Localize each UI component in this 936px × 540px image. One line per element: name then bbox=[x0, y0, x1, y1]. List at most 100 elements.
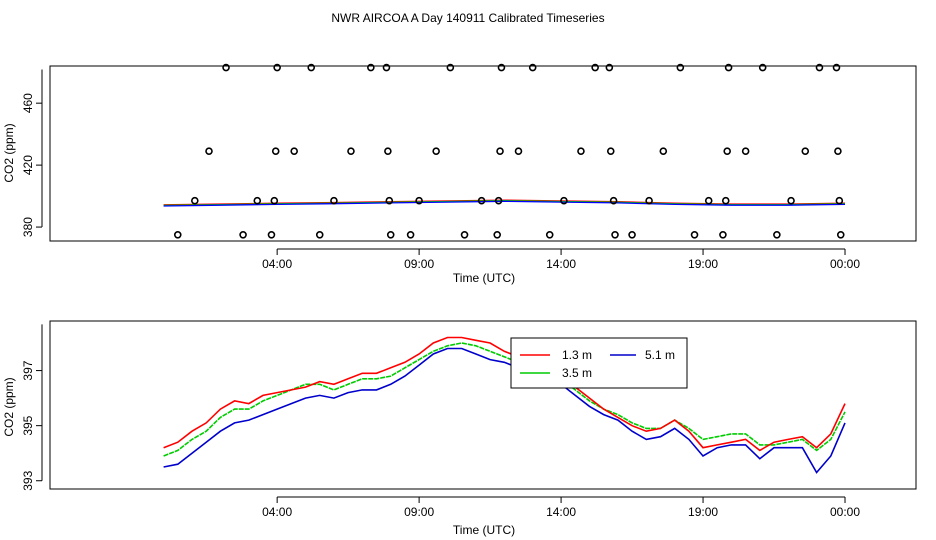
calibration-points bbox=[173, 63, 845, 239]
bottom-plot-frame bbox=[49, 320, 917, 490]
bottom-x-tick-label: 04:00 bbox=[262, 505, 292, 519]
calibration-point bbox=[446, 63, 455, 72]
calibration-panel: CO2 (ppm) Time (UTC) 04:00 09:00 14:00 19:0… bbox=[2, 63, 917, 285]
calibration-point bbox=[367, 63, 375, 72]
bottom-axis-ticks: 04:00 09:00 14:00 19:00 00:00 393 395 397 bbox=[21, 324, 860, 519]
calibration-point bbox=[347, 147, 355, 155]
calibration-point bbox=[676, 63, 685, 72]
calibration-point bbox=[801, 147, 810, 155]
top-y-tick-label: 420 bbox=[21, 155, 35, 175]
calibration-point bbox=[591, 63, 599, 72]
calibration-point bbox=[173, 231, 182, 239]
calibration-point bbox=[611, 231, 619, 239]
series-line-3-5-m bbox=[163, 342, 846, 457]
calibration-point bbox=[577, 147, 585, 155]
top-plot-frame bbox=[49, 65, 917, 242]
calibration-point bbox=[330, 196, 338, 205]
calibration-point bbox=[815, 63, 824, 72]
calibration-point bbox=[415, 196, 423, 205]
bottom-series-lines bbox=[163, 336, 846, 474]
baseline-line bbox=[163, 200, 846, 207]
bottom-x-tick-label: 19:00 bbox=[688, 505, 718, 519]
calibration-point bbox=[205, 147, 213, 155]
calibration-point bbox=[724, 63, 733, 72]
top-axis-ticks: 04:00 09:00 14:00 19:00 00:00 380 420 460 bbox=[21, 69, 860, 271]
legend-label-1-3m: 1.3 m bbox=[562, 348, 592, 362]
series-line-5-1-m bbox=[163, 347, 846, 474]
calibration-point bbox=[606, 147, 615, 155]
calibration-point bbox=[267, 231, 276, 239]
calibration-point bbox=[270, 196, 279, 205]
calibration-point bbox=[191, 196, 199, 205]
calibration-point bbox=[723, 147, 731, 155]
calibration-point bbox=[758, 63, 767, 72]
calibration-point bbox=[460, 231, 469, 239]
calibration-point bbox=[628, 231, 636, 239]
calibration-point bbox=[494, 196, 503, 205]
top-x-tick-label: 09:00 bbox=[404, 257, 434, 271]
bottom-x-tick-label: 09:00 bbox=[404, 505, 434, 519]
bottom-x-tick-label: 14:00 bbox=[546, 505, 576, 519]
legend-label-3-5m: 3.5 m bbox=[562, 366, 592, 380]
calibration-point bbox=[609, 196, 618, 205]
calibration-point bbox=[545, 231, 554, 239]
calibration-point bbox=[385, 196, 394, 205]
calibration-point bbox=[497, 63, 506, 72]
calibration-point bbox=[290, 147, 298, 155]
calibration-point bbox=[690, 231, 699, 239]
legend-box bbox=[510, 337, 688, 389]
top-x-tick-label: 00:00 bbox=[830, 257, 860, 271]
calibration-point bbox=[741, 147, 750, 155]
calibration-point bbox=[315, 231, 324, 239]
bottom-y-tick-label: 395 bbox=[21, 415, 35, 435]
top-y-tick-label: 460 bbox=[21, 93, 35, 113]
chart-legend: 1.3 m 5.1 m 3.5 m bbox=[510, 337, 688, 389]
calibration-point bbox=[239, 231, 247, 239]
calibration-point bbox=[704, 196, 713, 205]
calibration-point bbox=[496, 147, 504, 155]
calibration-point bbox=[836, 231, 845, 239]
calibration-point bbox=[560, 196, 568, 205]
calibration-point bbox=[721, 196, 730, 205]
calibration-point bbox=[406, 231, 415, 239]
timeseries-panel: CO2 (ppm) Time (UTC) 04:00 09:00 14:00 19:0… bbox=[2, 320, 917, 537]
calibration-point bbox=[659, 147, 668, 155]
calibration-point bbox=[773, 231, 781, 239]
bottom-x-axis-label: Time (UTC) bbox=[453, 523, 515, 537]
calibration-point bbox=[834, 147, 842, 155]
calibration-point bbox=[832, 63, 841, 72]
calibration-point bbox=[719, 231, 727, 239]
calibration-point bbox=[528, 63, 537, 72]
calibration-point bbox=[222, 63, 230, 72]
top-x-tick-label: 19:00 bbox=[688, 257, 718, 271]
calibration-point bbox=[787, 196, 795, 205]
bottom-y-tick-label: 397 bbox=[21, 360, 35, 380]
calibration-point bbox=[386, 231, 395, 239]
bottom-x-tick-label: 00:00 bbox=[830, 505, 860, 519]
series-line-1-3-m bbox=[163, 336, 846, 452]
top-baseline-lines bbox=[163, 199, 846, 207]
calibration-point bbox=[432, 147, 440, 155]
top-y-tick-label: 380 bbox=[21, 217, 35, 237]
calibration-point bbox=[307, 63, 316, 72]
calibration-point bbox=[253, 196, 262, 205]
bottom-y-axis-label: CO2 (ppm) bbox=[2, 377, 16, 436]
top-x-tick-label: 14:00 bbox=[546, 257, 576, 271]
calibration-point bbox=[645, 196, 653, 205]
calibration-point bbox=[493, 231, 501, 239]
calibration-point bbox=[382, 63, 391, 72]
calibration-point bbox=[477, 196, 486, 205]
calibration-point bbox=[273, 63, 281, 72]
calibration-point bbox=[605, 63, 614, 72]
top-y-axis-label: CO2 (ppm) bbox=[2, 123, 16, 182]
bottom-y-tick-label: 393 bbox=[21, 470, 35, 490]
top-x-axis-label: Time (UTC) bbox=[453, 271, 515, 285]
top-x-tick-label: 04:00 bbox=[262, 257, 292, 271]
calibration-point bbox=[271, 147, 280, 155]
calibration-point bbox=[835, 196, 844, 205]
calibration-point bbox=[384, 147, 392, 155]
chart-title: NWR AIRCOA A Day 140911 Calibrated Times… bbox=[331, 11, 604, 25]
legend-label-5-1m: 5.1 m bbox=[645, 348, 675, 362]
calibration-point bbox=[514, 147, 523, 155]
